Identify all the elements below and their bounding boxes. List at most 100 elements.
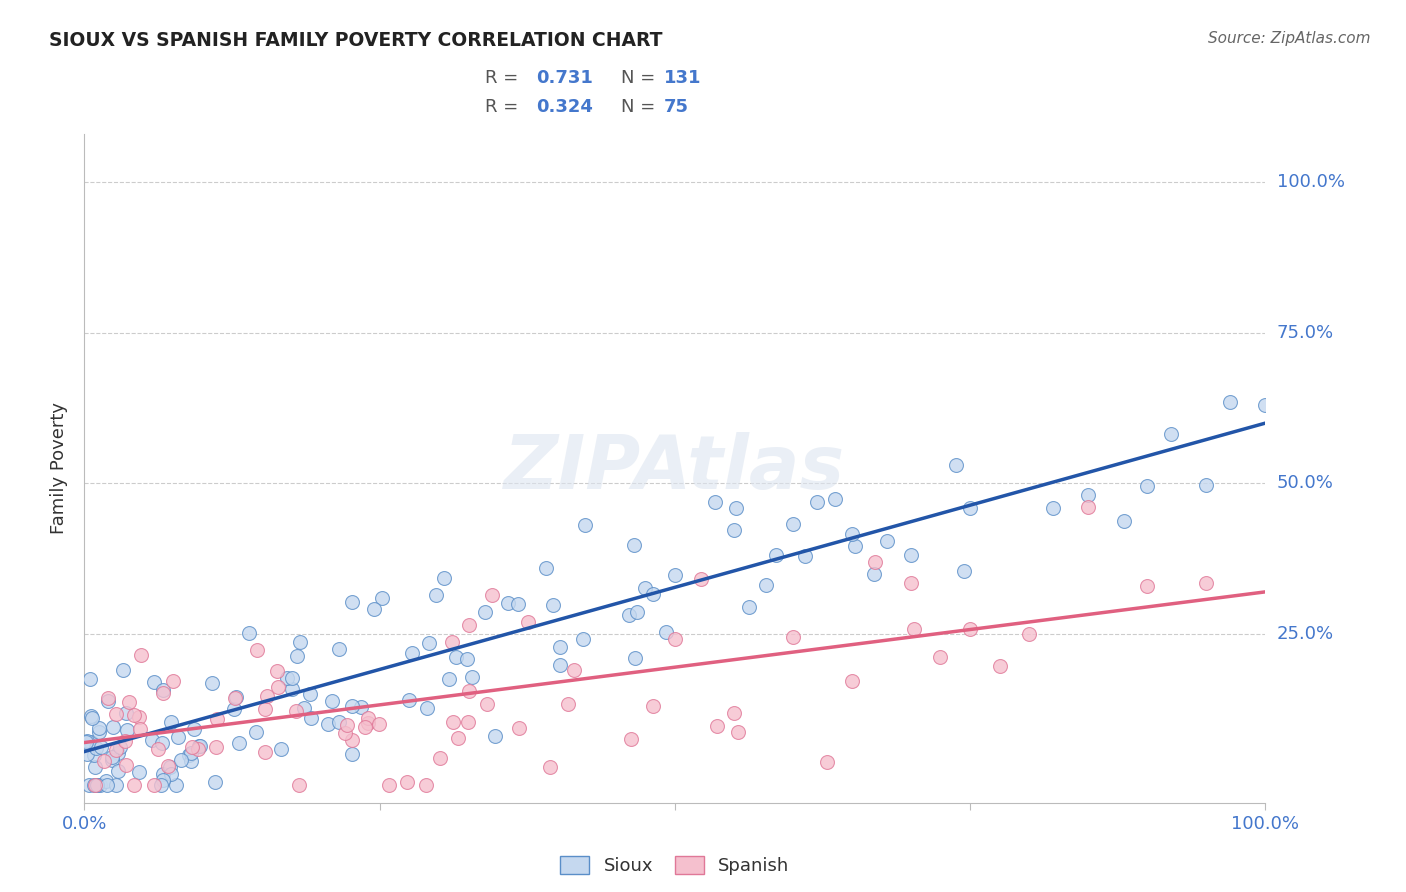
Point [416,700,439,714]
Point [160,767,183,781]
Point [988,659,1011,673]
Point [115,706,138,720]
Point [77,778,100,792]
Point [83,778,105,792]
Point [201,676,224,690]
Point [952,565,974,579]
Point [441,635,464,649]
Point [1077,488,1099,502]
Point [152,773,174,788]
Point [270,742,292,756]
Point [806,495,828,509]
Point [84,741,107,756]
Point [115,758,138,772]
Point [415,778,437,792]
Point [664,567,686,582]
Point [782,516,804,531]
Point [755,578,778,592]
Point [620,732,643,747]
Point [292,701,315,715]
Point [316,717,339,731]
Text: SIOUX VS SPANISH FAMILY POVERTY CORRELATION CHART: SIOUX VS SPANISH FAMILY POVERTY CORRELAT… [49,31,662,50]
Point [477,698,499,712]
Point [458,618,481,632]
Point [844,539,866,553]
Point [655,625,678,640]
Point [437,672,460,686]
Text: 100.0%: 100.0% [1277,173,1344,191]
Point [225,690,247,704]
Point [1112,514,1135,528]
Point [181,739,204,754]
Point [150,778,173,792]
Point [536,561,558,575]
Point [959,622,981,636]
Point [188,739,211,753]
Point [357,711,380,725]
Point [266,664,288,678]
Point [205,712,228,726]
Point [328,642,350,657]
Point [447,731,470,746]
Point [301,710,323,724]
Point [1136,478,1159,492]
Point [152,767,174,781]
Point [456,652,478,666]
Point [945,458,967,472]
Point [143,778,166,792]
Point [357,716,380,731]
Point [80,711,103,725]
Point [124,778,146,792]
Point [484,729,506,743]
Text: 75.0%: 75.0% [1277,324,1334,342]
Point [562,663,585,677]
Point [496,596,519,610]
Point [903,622,925,636]
Point [429,751,451,765]
Point [177,748,200,763]
Point [368,717,391,731]
Text: Source: ZipAtlas.com: Source: ZipAtlas.com [1208,31,1371,46]
Point [723,706,745,720]
Point [723,523,745,537]
Point [180,754,202,768]
Point [89,778,111,792]
Point [245,724,267,739]
Point [815,756,838,770]
Text: 50.0%: 50.0% [1277,475,1333,492]
Point [457,684,479,698]
Point [457,715,479,730]
Point [724,500,747,515]
Point [541,598,564,612]
Point [401,647,423,661]
Point [160,714,183,729]
Point [152,682,174,697]
Point [574,518,596,533]
Point [340,594,363,608]
Point [84,760,107,774]
Text: 25.0%: 25.0% [1277,625,1334,643]
Point [76,747,98,762]
Point [183,722,205,736]
Point [187,741,209,756]
Point [446,650,468,665]
Point [548,658,571,673]
Point [281,671,304,685]
Point [180,747,202,761]
Point [105,706,128,721]
Y-axis label: Family Poverty: Family Poverty [51,402,69,534]
Point [107,764,129,778]
Point [900,576,922,591]
Point [129,722,152,736]
Point [80,709,103,723]
Point [481,588,503,602]
Point [336,718,359,732]
Point [131,648,153,663]
Point [80,735,103,749]
Point [634,581,657,595]
Point [441,715,464,730]
Point [863,555,886,569]
Text: 0.731: 0.731 [536,70,592,87]
Point [188,739,211,753]
Point [107,746,129,760]
